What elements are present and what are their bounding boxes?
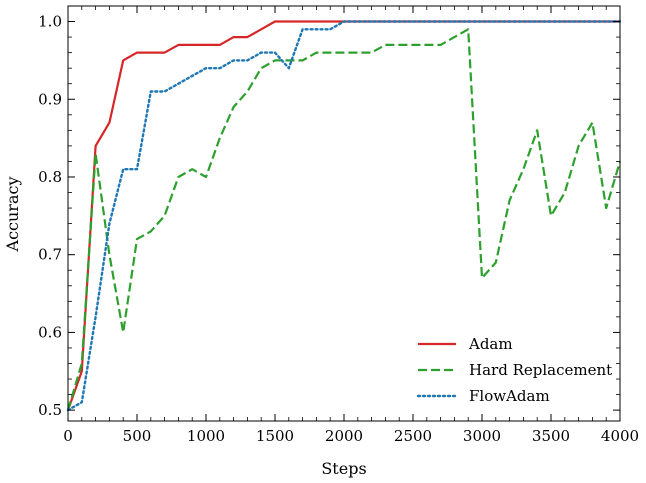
x-tick-label: 500 <box>123 427 152 445</box>
x-tick-label: 4000 <box>601 427 639 445</box>
legend: Adam Hard Replacement FlowAdam <box>416 335 612 405</box>
y-tick-label: 0.9 <box>38 90 62 108</box>
x-tick-label: 1000 <box>187 427 225 445</box>
x-tick-label: 3500 <box>532 427 570 445</box>
y-tick-label: 0.6 <box>38 323 62 341</box>
x-axis-label: Steps <box>321 459 366 478</box>
legend-label: Adam <box>468 335 513 353</box>
y-tick-label: 0.5 <box>38 401 62 419</box>
y-tick-label: 0.7 <box>38 246 62 264</box>
y-tick-label: 1.0 <box>38 13 62 31</box>
series-line-1 <box>66 28 622 411</box>
x-tick-label: 0 <box>63 427 73 445</box>
x-tick-label: 2500 <box>394 427 432 445</box>
series-line-0 <box>66 20 620 411</box>
x-tick-label: 3000 <box>463 427 501 445</box>
legend-label: FlowAdam <box>469 387 550 405</box>
axes-box <box>67 5 621 422</box>
plot-marks <box>66 20 622 412</box>
y-axis-label: Accuracy <box>3 177 22 253</box>
x-tick-label: 1500 <box>256 427 294 445</box>
x-tick-label: 2000 <box>325 427 363 445</box>
legend-label: Hard Replacement <box>469 361 612 379</box>
plot-frame <box>67 5 621 422</box>
y-ticks: 0.5 0.6 0.7 0.8 0.9 1.0 <box>38 5 620 419</box>
series-line-2 <box>66 20 622 412</box>
x-ticks: 0 500 1000 1500 2000 2500 3000 3500 4000 <box>63 6 639 445</box>
y-tick-label: 0.8 <box>38 168 62 186</box>
